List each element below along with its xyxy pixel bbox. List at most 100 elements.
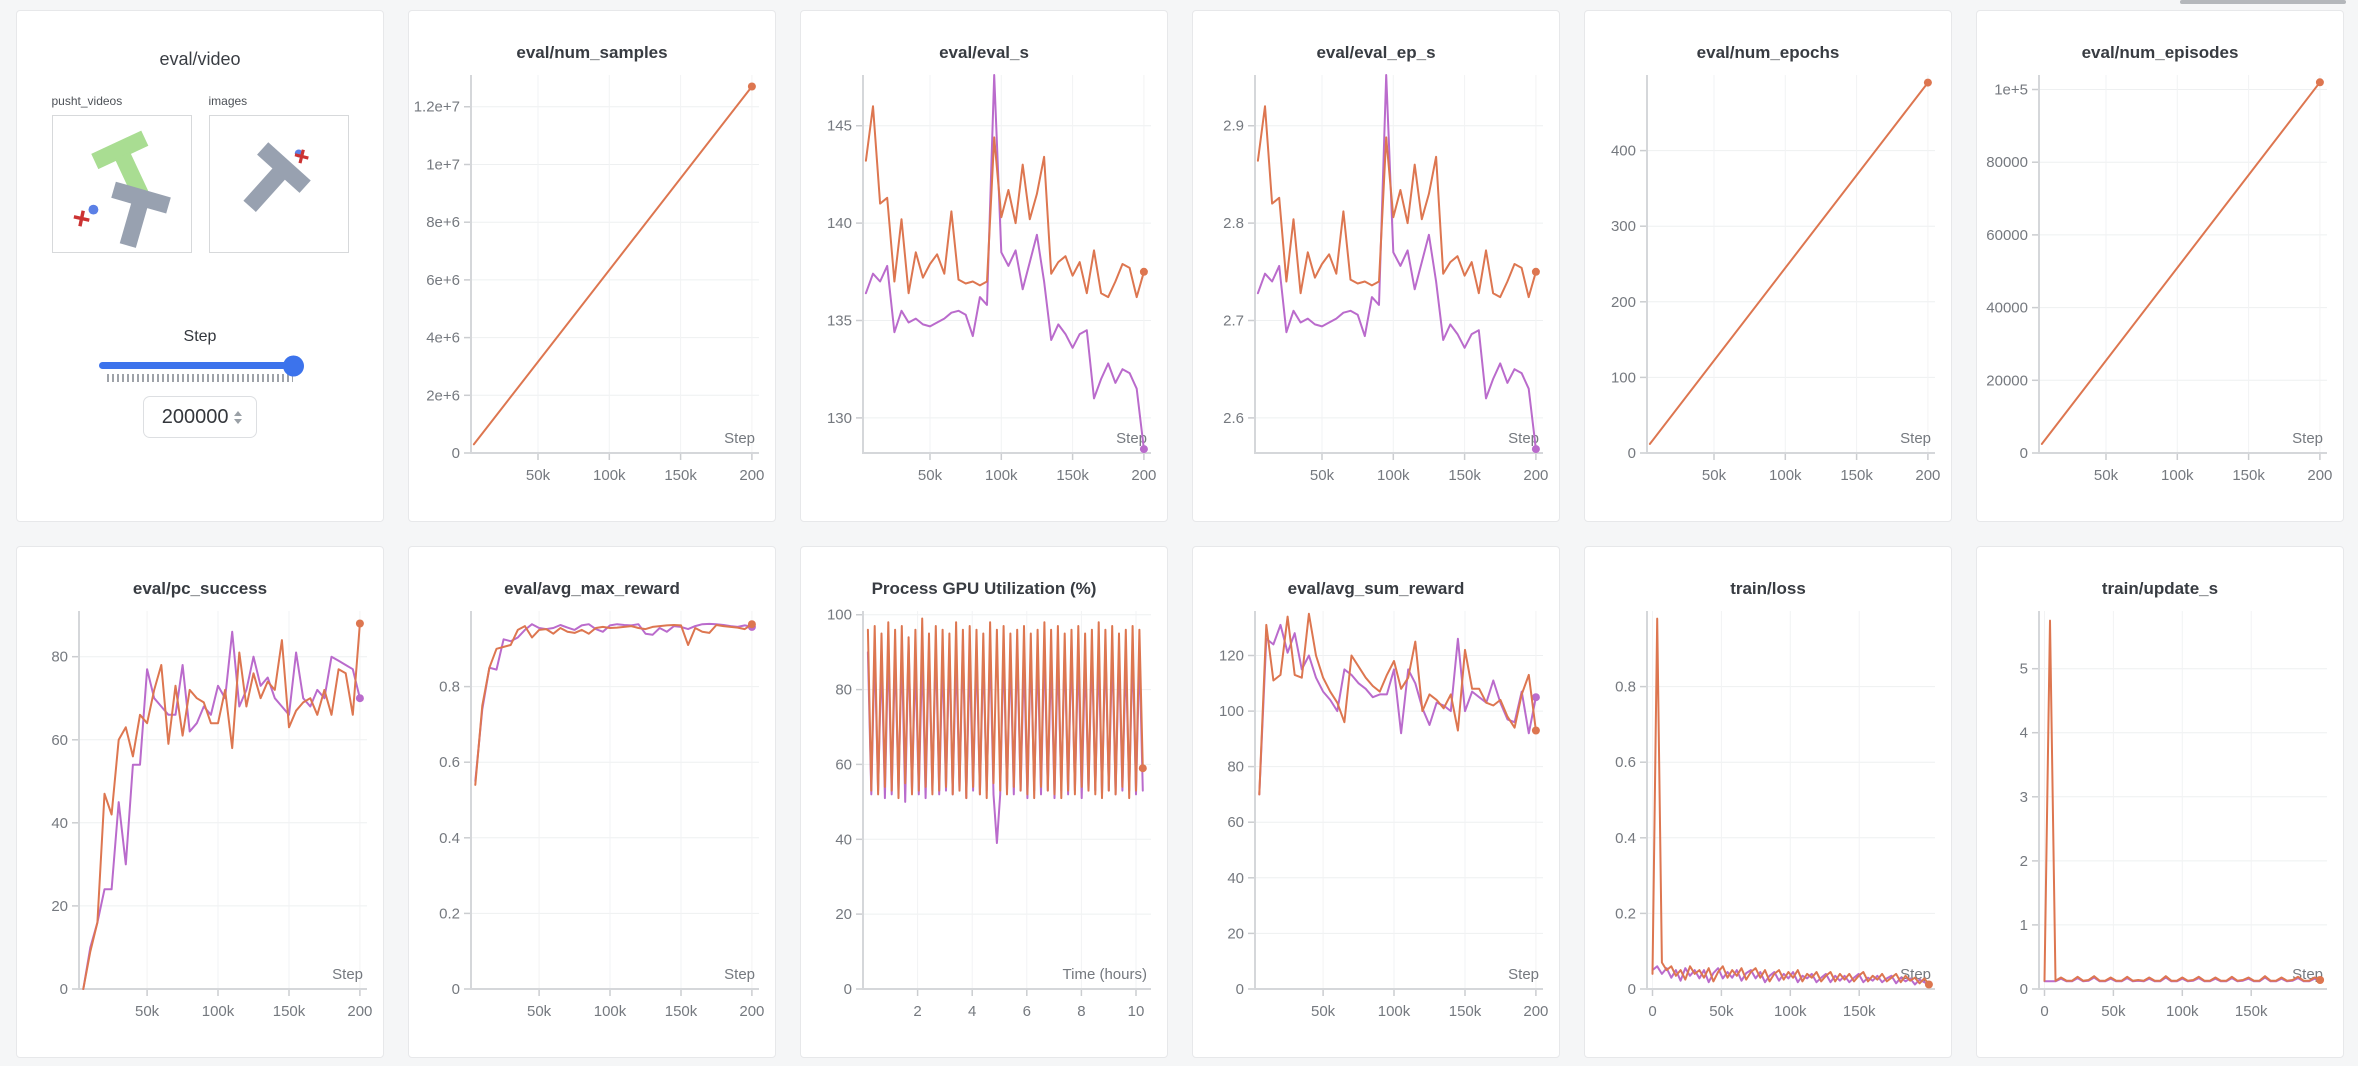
chart-panel-process-gpu-utilization[interactable]: Process GPU Utilization (%) 0 20 40 60 80 100 2… xyxy=(800,546,1168,1058)
x-tick-label: 2 xyxy=(913,1003,921,1020)
y-tick-label: 60 xyxy=(1227,814,1244,831)
series-run-purple xyxy=(82,630,361,990)
x-tick-label: 200 xyxy=(1523,467,1548,484)
x-tick-label: 150k xyxy=(1448,467,1481,484)
pusht-video-thumbnail[interactable] xyxy=(51,115,192,253)
chart-title: eval/avg_max_reward xyxy=(504,579,680,598)
y-tick-label: 0.6 xyxy=(1615,754,1636,771)
y-tick-label: 100 xyxy=(1611,369,1636,386)
chart-panel-eval-avg_max_reward[interactable]: eval/avg_max_reward 0 0.2 0.4 0.6 0.8 50k 100k 1… xyxy=(408,546,776,1058)
y-tick-label: 100 xyxy=(827,607,852,624)
slider-handle[interactable] xyxy=(283,355,304,376)
x-tick-label: 100k xyxy=(2166,1003,2199,1020)
series-line xyxy=(474,622,753,783)
green-t-shape xyxy=(90,130,149,201)
x-axis-label: Step xyxy=(724,966,755,983)
series-run-orange xyxy=(474,623,753,786)
x-tick-label: 50k xyxy=(2094,467,2119,484)
y-tick-label: 4 xyxy=(2020,725,2028,742)
step-slider[interactable] xyxy=(99,355,304,382)
y-tick-label: 2.9 xyxy=(1223,118,1244,135)
series-run-orange xyxy=(1258,612,1537,796)
slider-track[interactable] xyxy=(99,355,304,376)
y-tick-label: 20 xyxy=(835,906,852,923)
y-tick-label: 80 xyxy=(835,682,852,699)
slider-tick-marks xyxy=(107,374,293,382)
chart-panel-train-loss[interactable]: train/loss 0 0.2 0.4 0.6 0.8 0 50k 100k 150k Step xyxy=(1584,546,1952,1058)
chart-canvas: 130 135 140 145 50k 100k 150k 200 Step xyxy=(827,74,1156,484)
series-run-purple xyxy=(1256,74,1537,451)
chart-panel-eval-eval_ep_s[interactable]: eval/eval_ep_s 2.6 2.7 2.8 2.9 50k 100k 150k 200… xyxy=(1192,10,1560,522)
x-tick-label: 50k xyxy=(135,1003,160,1020)
y-tick-label: 80000 xyxy=(1986,154,2028,171)
y-tick-label: 4e+6 xyxy=(426,330,460,347)
gray-t-shape xyxy=(242,142,311,212)
y-tick-label: 0.2 xyxy=(439,905,460,922)
x-tick-label: 150k xyxy=(1449,1003,1482,1020)
y-tick-label: 6e+6 xyxy=(426,272,460,289)
media-row: pusht_videos xyxy=(17,94,383,258)
x-tick-label: 0 xyxy=(2040,1003,2048,1020)
series-line xyxy=(82,630,361,990)
y-tick-label: 0 xyxy=(1628,445,1636,462)
chart-title: eval/num_episodes xyxy=(2081,43,2239,62)
y-tick-label: 0 xyxy=(1236,981,1244,998)
series-run-orange xyxy=(82,622,361,990)
y-tick-label: 0 xyxy=(844,981,852,998)
y-tick-label: 200 xyxy=(1611,294,1636,311)
x-tick-label: 100k xyxy=(1377,467,1410,484)
goal-cross xyxy=(73,210,90,227)
x-tick-label: 100k xyxy=(593,467,626,484)
y-tick-label: 0 xyxy=(452,445,460,462)
series-end-dot xyxy=(1924,980,1933,989)
y-tick-label: 0.6 xyxy=(439,754,460,771)
media-label: images xyxy=(208,94,248,108)
y-tick-label: 1 xyxy=(2020,917,2028,934)
chart-canvas: 0 0.2 0.4 0.6 0.8 50k 100k 150k 200 Step xyxy=(439,611,764,1020)
x-axis-label: Step xyxy=(1508,966,1539,983)
series-line xyxy=(1651,617,1930,986)
series-line xyxy=(1648,81,1929,445)
y-tick-label: 1e+5 xyxy=(1994,82,2028,99)
step-number-input-wrap xyxy=(143,396,257,438)
y-tick-label: 80 xyxy=(51,649,68,666)
series-run-orange xyxy=(866,617,1144,800)
y-tick-label: 0 xyxy=(2020,445,2028,462)
x-tick-label: 50k xyxy=(2101,1003,2126,1020)
chart-panel-eval-pc_success[interactable]: eval/pc_success 0 20 40 60 80 50k 100k 150k 200 St… xyxy=(16,546,384,1058)
series-line xyxy=(82,622,361,990)
y-tick-label: 2.6 xyxy=(1223,410,1244,427)
y-tick-label: 140 xyxy=(827,215,852,232)
gray-t-shape xyxy=(110,181,171,248)
x-tick-label: 100k xyxy=(202,1003,235,1020)
media-item-pusht-videos: pusht_videos xyxy=(51,94,192,258)
chart-panel-eval-num_samples[interactable]: eval/num_samples 0 2e+6 4e+6 6e+6 8e+6 1e+7 1.2… xyxy=(408,10,776,522)
chart-panel-train-update_s[interactable]: train/update_s 0 1 2 3 4 5 0 50k 100k 150k Step xyxy=(1976,546,2344,1058)
series-run-orange xyxy=(2040,81,2321,445)
y-tick-label: 40 xyxy=(835,831,852,848)
y-tick-label: 20000 xyxy=(1986,372,2028,389)
step-slider-label: Step xyxy=(183,328,217,345)
chart-panel-eval-num_epochs[interactable]: eval/num_epochs 0 100 200 300 400 50k 100k 150k 2… xyxy=(1584,10,1952,522)
y-tick-label: 5 xyxy=(2020,661,2028,678)
x-tick-label: 50k xyxy=(1702,467,1727,484)
chart-panel-eval-num_episodes[interactable]: eval/num_episodes 0 20000 40000 60000 80000 1e… xyxy=(1976,10,2344,522)
horizontal-scrollbar[interactable] xyxy=(2180,0,2346,4)
y-tick-label: 2e+6 xyxy=(426,387,460,404)
series-end-dot xyxy=(1138,764,1147,773)
series-line xyxy=(2040,81,2321,445)
images-thumbnail[interactable] xyxy=(208,115,349,253)
chart-panel-eval-avg_sum_reward[interactable]: eval/avg_sum_reward 0 20 40 60 80 100 120 50k 100… xyxy=(1192,546,1560,1058)
x-tick-label: 150k xyxy=(273,1003,306,1020)
y-tick-label: 20 xyxy=(1227,925,1244,942)
y-tick-label: 0 xyxy=(60,981,68,998)
chart-panel-eval-eval_s[interactable]: eval/eval_s 130 135 140 145 50k 100k 150k 200 Ste… xyxy=(800,10,1168,522)
series-line xyxy=(864,105,1145,299)
step-number-input[interactable] xyxy=(158,405,229,429)
x-tick-label: 50k xyxy=(526,467,551,484)
series-end-dot xyxy=(1531,267,1540,276)
y-tick-label: 40 xyxy=(1227,870,1244,887)
stepper-arrows-icon[interactable] xyxy=(233,410,242,424)
